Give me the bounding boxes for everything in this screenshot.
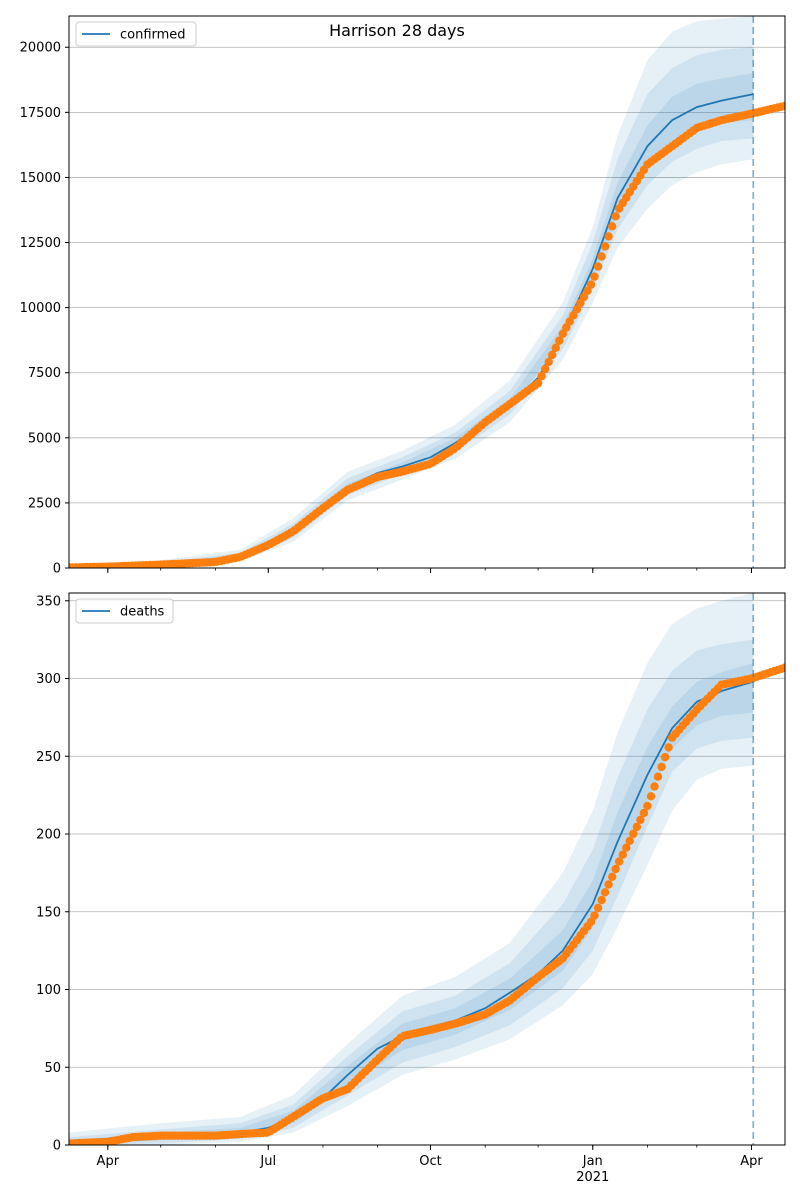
confirmed-observed-point [604,232,613,241]
deaths-observed-point [643,801,652,811]
confirmed-observed-point [780,101,785,110]
confirmed-observed-point [611,212,620,221]
deaths-y-tick-label: 350 [36,594,61,609]
deaths-observed-point [618,850,627,859]
confirmed-interval-band [69,16,754,568]
confirmed-observed-point [586,280,596,289]
deaths-observed-point [632,822,642,832]
confirmed-y-tick-label: 2500 [28,496,61,511]
confirmed-y-tick-label: 0 [53,562,61,577]
confirmed-legend-box [75,21,197,47]
deaths-legend: deaths [75,598,174,624]
deaths-x-tick-label: Apr [740,1154,763,1169]
confirmed-plot-area [69,16,785,568]
deaths-observed-point [657,762,666,772]
deaths-observed-point [622,843,631,852]
confirmed-observed-point [583,286,592,295]
confirmed-observed-point [555,336,564,345]
deaths-y-tick-label: 250 [36,750,61,765]
confirmed-y-tick-label: 15000 [20,171,61,186]
deaths-observed-point [646,792,656,801]
confirmed-observed-point [541,364,550,374]
deaths-y-tick-label: 150 [36,905,61,920]
confirmed-observed-point [576,298,585,308]
confirmed-observed-point [569,311,578,320]
deaths-x-tick-label: Apr [97,1154,120,1169]
deaths-interval-band [69,639,754,1145]
chart-title: Harrison 28 days [329,21,465,40]
deaths-x-tick-label: Oct [419,1154,441,1169]
confirmed-observed-point [533,378,543,388]
confirmed-axes-frame [68,15,786,569]
deaths-y-tick-label: 0 [53,1139,61,1154]
deaths-y-tick-label: 50 [44,1061,61,1076]
deaths-observed-point [604,880,613,889]
deaths-observed-point [600,888,610,897]
confirmed-y-tick-label: 17500 [20,106,61,121]
confirmed-legend-label: confirmed [120,28,186,43]
deaths-observed-point [650,782,659,791]
confirmed-y-tick-label: 5000 [28,431,61,446]
deaths-observed-point [590,911,599,920]
deaths-panel: 0 50 100 150 200 250 300 350 Apr Jul Oct Jan Apr 2021… [36,592,786,1185]
deaths-observed-point [625,836,634,845]
deaths-interval-band [69,663,754,1145]
deaths-observed-point [586,917,596,926]
deaths-axes-frame [68,592,786,1146]
deaths-observed-point [597,895,606,905]
deaths-interval-band [69,593,754,1145]
deaths-observed-point [653,772,663,781]
deaths-legend-label: deaths [120,605,165,620]
confirmed-panel: 0 2500 5000 7500 10000 12500 15000 17500 20000 co… [20,15,786,577]
confirmed-observed-point [579,292,589,302]
deaths-x-tick-label: Jul [259,1154,276,1169]
deaths-plot-area [69,593,785,1145]
deaths-y-tick-label: 300 [36,672,61,687]
confirmed-interval-band [69,73,754,568]
deaths-observed-point [629,829,638,838]
confirmed-observed-point [558,329,567,338]
deaths-observed-point [636,815,645,825]
confirmed-observed-point [593,262,603,271]
confirmed-y-tick-label: 20000 [20,41,61,56]
confirmed-observed-point [597,252,606,261]
confirmed-y-tick-label: 12500 [20,236,61,251]
deaths-observed-point [664,743,673,752]
confirmed-observed-point [565,317,574,326]
deaths-y-tick-label: 100 [36,983,61,998]
deaths-y-tick-label: 200 [36,828,61,843]
confirmed-observed-point [572,305,582,314]
confirmed-y-tick-label: 7500 [28,366,61,381]
deaths-observed-point [780,663,785,672]
deaths-observed-point [608,872,617,881]
deaths-observed-point [615,857,624,866]
confirmed-observed-point [548,350,557,360]
deaths-observed-point [611,864,620,874]
deaths-x-year-label: 2021 [576,1170,609,1185]
confirmed-observed-point [544,357,553,367]
deaths-observed-point [639,808,649,818]
confirmed-observed-point [608,222,617,231]
deaths-legend-box [75,598,174,624]
confirmed-observed-point [562,323,571,332]
confirmed-observed-point [600,242,610,251]
deaths-x-tick-label: Jan [582,1154,603,1169]
deaths-observed-point [593,903,603,913]
confirmed-y-tick-label: 10000 [20,301,61,316]
confirmed-observed-point [537,371,546,381]
confirmed-legend: confirmed [75,21,197,47]
confirmed-observed-point [551,343,560,352]
confirmed-observed-point [590,272,599,281]
deaths-observed-point [660,753,670,762]
